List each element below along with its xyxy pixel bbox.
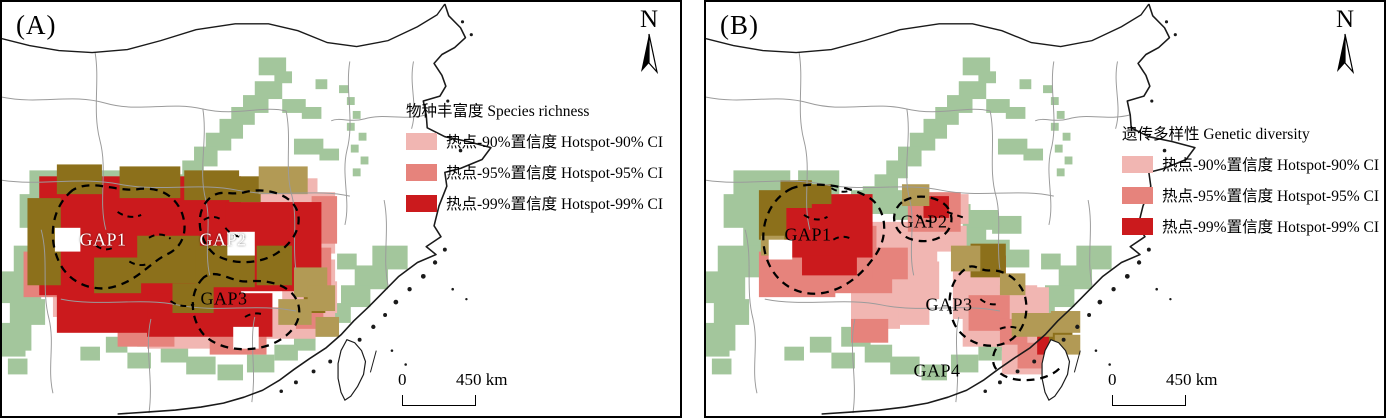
legend-label-99: 热点-99%置信度 Hotspot-99% CI	[446, 196, 663, 213]
north-arrow-b: N	[1328, 6, 1362, 79]
legend-label-90: 热点-90%置信度 Hotspot-90% CI	[446, 134, 663, 151]
gap3-label-b: GAP3	[925, 294, 973, 315]
legend-swatch-90	[406, 132, 437, 150]
gap-outlines-a	[51, 184, 301, 351]
panel-b-label: (B)	[720, 10, 759, 40]
panel-a: (A) N 物种丰富度 Species richness 热点-90%置信度 H…	[0, 0, 682, 418]
legend-label-90: 热点-90%置信度 Hotspot-90% CI	[1162, 157, 1379, 174]
scale-distance: 450 km	[456, 370, 508, 389]
gap2-label-a: GAP2	[199, 229, 247, 250]
legend-title: 物种丰富度 Species richness	[406, 103, 590, 120]
gap1-label-b: GAP1	[784, 224, 832, 245]
map-a	[2, 3, 492, 415]
legend-swatch-95	[406, 163, 437, 181]
panel-b: (B) N 遗传多样性 Genetic diversity 热点-90%置信度 …	[704, 0, 1386, 418]
legend-swatch-99	[406, 194, 437, 212]
legend-row-90: 热点-90%置信度 Hotspot-90% CI	[1122, 153, 1387, 175]
scale-distance: 450 km	[1166, 370, 1218, 389]
legend-label-95: 热点-95%置信度 Hotspot-95% CI	[1162, 188, 1379, 205]
legend-row-99: 热点-99%置信度 Hotspot-99% CI	[1122, 215, 1387, 237]
legend-label-99: 热点-99%置信度 Hotspot-99% CI	[1162, 219, 1379, 236]
gap-outlines-b	[762, 183, 1064, 382]
legend-a: 物种丰富度 Species richness 热点-90%置信度 Hotspot…	[406, 99, 676, 223]
gap2-label-b: GAP2	[900, 211, 948, 232]
scale-zero: 0	[1108, 370, 1117, 389]
scale-zero: 0	[398, 370, 407, 389]
legend-swatch-95	[1122, 186, 1153, 204]
north-label: N	[639, 6, 659, 33]
legend-row-90: 热点-90%置信度 Hotspot-90% CI	[406, 130, 676, 152]
gap1-label-a: GAP1	[79, 229, 127, 250]
north-arrow-icon	[641, 33, 659, 75]
gap3-label-a: GAP3	[200, 288, 248, 309]
scalebar-b: 0 450 km	[1106, 370, 1256, 412]
panel-a-label: (A)	[16, 10, 57, 40]
scale-bracket	[1112, 395, 1186, 406]
legend-title: 遗传多样性 Genetic diversity	[1122, 126, 1310, 143]
legend-row-95: 热点-95%置信度 Hotspot-95% CI	[406, 161, 676, 183]
legend-swatch-90	[1122, 155, 1153, 173]
legend-b: 遗传多样性 Genetic diversity 热点-90%置信度 Hotspo…	[1122, 122, 1387, 246]
north-label: N	[1335, 6, 1355, 33]
hotspot-layer-a	[23, 164, 340, 355]
scale-bracket	[402, 395, 476, 406]
north-arrow-a: N	[632, 6, 666, 79]
scalebar-a: 0 450 km	[396, 370, 546, 412]
legend-label-95: 热点-95%置信度 Hotspot-95% CI	[446, 165, 663, 182]
map-b	[706, 3, 1196, 415]
legend-row-99: 热点-99%置信度 Hotspot-99% CI	[406, 192, 676, 214]
legend-swatch-99	[1122, 217, 1153, 235]
north-arrow-icon	[1337, 33, 1355, 75]
gap4-label-b: GAP4	[913, 360, 961, 381]
legend-row-95: 热点-95%置信度 Hotspot-95% CI	[1122, 184, 1387, 206]
